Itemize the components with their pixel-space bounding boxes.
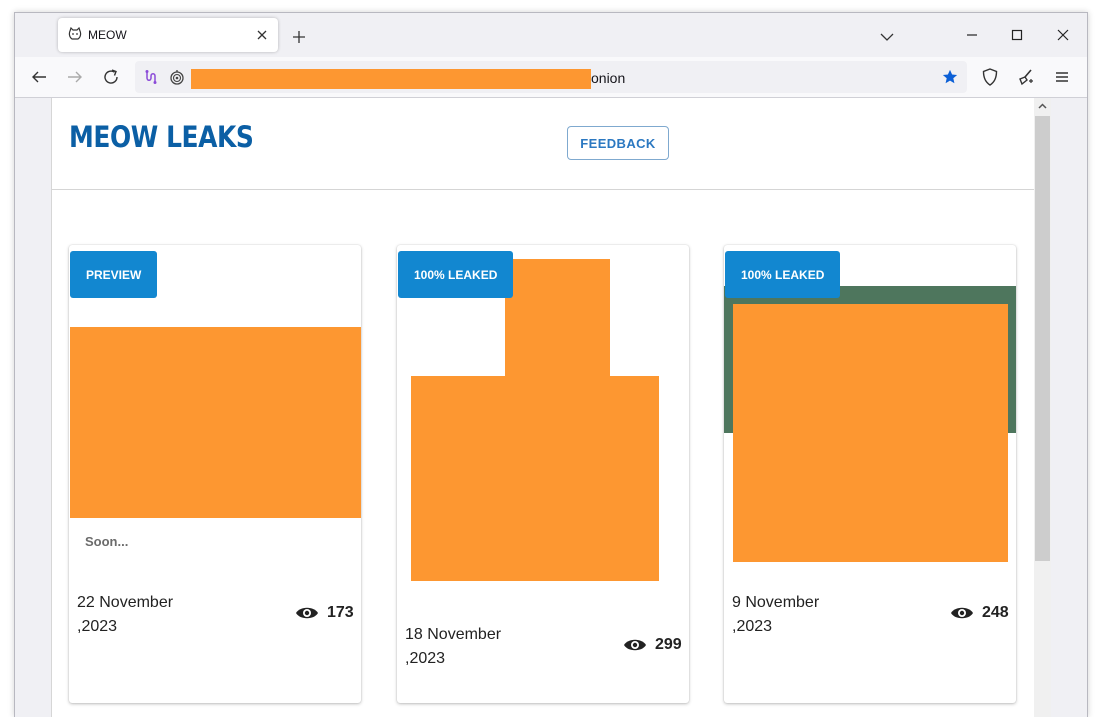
url-text: onion	[591, 70, 626, 86]
leak-card[interactable]: 100% LEAKED 9 November ,2023 248	[724, 245, 1016, 703]
content-area: MEOW LEAKS FEEDBACK PREVIEW Soon... 22 N…	[15, 97, 1087, 717]
close-window-icon[interactable]	[1051, 23, 1075, 47]
card-date-day: 9 November	[732, 594, 820, 611]
site-logo[interactable]: MEOW LEAKS	[69, 120, 254, 154]
leak-card[interactable]: PREVIEW Soon... 22 November ,2023 173	[69, 245, 361, 703]
close-tab-icon[interactable]	[252, 25, 272, 45]
meow-leaks-page: MEOW LEAKS FEEDBACK PREVIEW Soon... 22 N…	[51, 98, 1035, 717]
card-date-year: ,2023	[732, 618, 773, 635]
tab-strip: MEOW	[15, 13, 1087, 57]
view-count-value: 299	[655, 636, 682, 653]
tab-title: MEOW	[88, 28, 127, 42]
scroll-up-arrow-icon[interactable]	[1034, 98, 1051, 115]
back-arrow-icon[interactable]	[27, 65, 51, 89]
card-date: 9 November ,2023	[732, 591, 819, 639]
card-badge: 100% LEAKED	[398, 251, 514, 298]
page-scrollbar[interactable]	[1034, 98, 1051, 717]
shield-icon[interactable]	[978, 65, 1002, 89]
reload-icon[interactable]	[99, 65, 123, 89]
card-date-year: ,2023	[405, 650, 446, 667]
card-date: 18 November ,2023	[405, 623, 501, 671]
card-image-redaction	[70, 327, 361, 518]
view-count: 248	[950, 604, 1009, 622]
address-bar[interactable]: onion	[135, 61, 967, 93]
eye-icon	[623, 637, 647, 653]
new-identity-broom-icon[interactable]	[1014, 65, 1038, 89]
chevron-down-icon[interactable]	[875, 25, 899, 49]
card-image-redaction	[411, 376, 659, 581]
card-badge: PREVIEW	[70, 251, 158, 298]
forward-arrow-icon[interactable]	[63, 65, 87, 89]
scrollbar-thumb[interactable]	[1035, 116, 1050, 561]
browser-window: MEOW	[14, 12, 1088, 717]
eye-icon	[950, 605, 974, 621]
leak-card[interactable]: 100% LEAKED 18 November ,2023 299	[397, 245, 689, 703]
view-count: 299	[623, 636, 682, 654]
minimize-icon[interactable]	[960, 23, 984, 47]
nav-bar: onion	[15, 57, 1087, 97]
card-date-day: 18 November	[405, 626, 502, 643]
onion-circuit-icon[interactable]	[143, 69, 159, 85]
card-description: Soon...	[85, 534, 129, 549]
view-count-value: 173	[327, 604, 354, 621]
view-count-value: 248	[982, 604, 1009, 621]
card-date: 22 November ,2023	[77, 591, 173, 639]
card-badge: 100% LEAKED	[725, 251, 841, 298]
new-tab-plus-icon[interactable]	[287, 25, 311, 49]
onion-site-icon[interactable]	[169, 69, 185, 85]
card-date-year: ,2023	[77, 618, 118, 635]
url-redaction	[191, 69, 591, 89]
bookmark-star-icon[interactable]	[941, 68, 959, 86]
card-date-day: 22 November	[77, 594, 174, 611]
card-image-redaction	[733, 304, 1008, 562]
view-count: 173	[295, 604, 354, 622]
cat-face-icon	[68, 27, 82, 41]
tab-meow[interactable]: MEOW	[58, 18, 278, 52]
hamburger-menu-icon[interactable]	[1050, 65, 1074, 89]
maximize-icon[interactable]	[1005, 23, 1029, 47]
site-header: MEOW LEAKS FEEDBACK	[52, 98, 1035, 190]
feedback-button[interactable]: FEEDBACK	[567, 126, 669, 160]
eye-icon	[295, 605, 319, 621]
card-image-redaction	[505, 259, 610, 379]
